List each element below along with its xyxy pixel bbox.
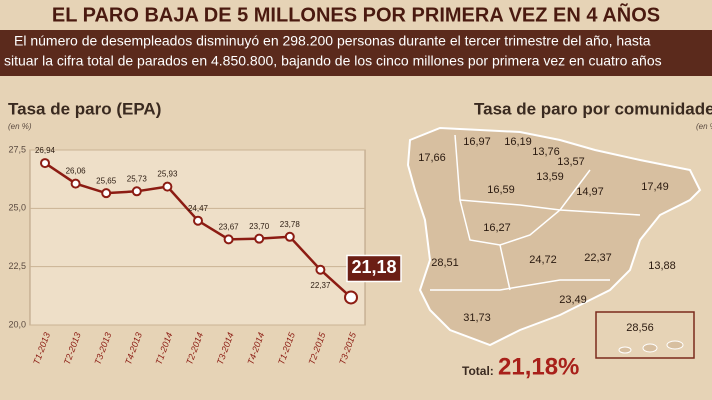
point [284, 231, 295, 242]
region-border [430, 279, 610, 291]
data-label: 26,06 [66, 167, 87, 176]
region-value: 22,37 [584, 252, 612, 264]
y-tick-label: 22,5 [8, 261, 26, 271]
total-value: 21,18% [498, 353, 579, 380]
data-label: 23,70 [249, 222, 270, 231]
point [131, 186, 142, 197]
data-label: 23,78 [280, 220, 301, 229]
y-tick-label: 20,0 [8, 319, 26, 329]
region-border [499, 244, 511, 291]
region-border [459, 199, 641, 216]
region-value: 28,56 [626, 322, 654, 334]
subtitle-line: El número de desempleados disminuyó en 2… [14, 33, 651, 49]
region-value: 16,27 [483, 222, 511, 234]
unit: (en %) [8, 122, 32, 131]
highlight-box [346, 254, 402, 283]
point [315, 264, 326, 275]
chart-title: Tasa de paro (EPA) [8, 99, 161, 118]
island [618, 346, 632, 354]
region-value: 16,19 [504, 136, 532, 148]
point [223, 234, 234, 245]
region-value: 14,97 [576, 186, 604, 198]
data-label: 23,67 [219, 222, 240, 231]
plot-area [29, 149, 366, 326]
data-label: 24,47 [188, 204, 209, 213]
region-value: 17,49 [641, 181, 669, 193]
region-value: 17,66 [418, 152, 446, 164]
island [666, 340, 684, 350]
point [162, 181, 173, 192]
data-label: 25,73 [127, 174, 148, 183]
point [40, 158, 50, 169]
point [344, 290, 358, 305]
region-value: 13,57 [557, 156, 585, 168]
point [254, 233, 265, 244]
total-label: Total: [462, 364, 494, 378]
map [406, 126, 702, 359]
point [193, 215, 203, 226]
data-label: 22,37 [310, 281, 331, 290]
region-value: 16,59 [487, 184, 515, 196]
data-label: 26,94 [35, 146, 56, 155]
region-value: 13,59 [536, 171, 564, 183]
point [70, 178, 81, 189]
region-value: 13,88 [648, 260, 676, 272]
region-value: 23,49 [559, 294, 587, 306]
region-value: 28,51 [431, 257, 459, 269]
subtitle-line: situar la cifra total de parados en 4.85… [4, 53, 662, 69]
subtitle-band [0, 30, 712, 76]
data-label: 25,93 [157, 170, 178, 179]
island [642, 343, 658, 353]
region-value: 31,73 [463, 312, 491, 324]
unit: (en %) [696, 122, 712, 131]
title: EL PARO BAJA DE 5 MILLONES POR PRIMERA V… [52, 3, 660, 26]
canarias-box [595, 311, 695, 359]
y-tick-label: 27,5 [8, 144, 26, 154]
map-title: Tasa de paro por comunidades [474, 99, 712, 118]
region-value: 16,97 [463, 136, 491, 148]
y-tick-label: 25,0 [8, 203, 26, 213]
data-label: 25,65 [96, 176, 117, 185]
point [101, 188, 112, 199]
region-value: 24,72 [529, 254, 557, 266]
region-value: 13,76 [532, 146, 560, 158]
data-label: 21,18 [351, 257, 396, 277]
